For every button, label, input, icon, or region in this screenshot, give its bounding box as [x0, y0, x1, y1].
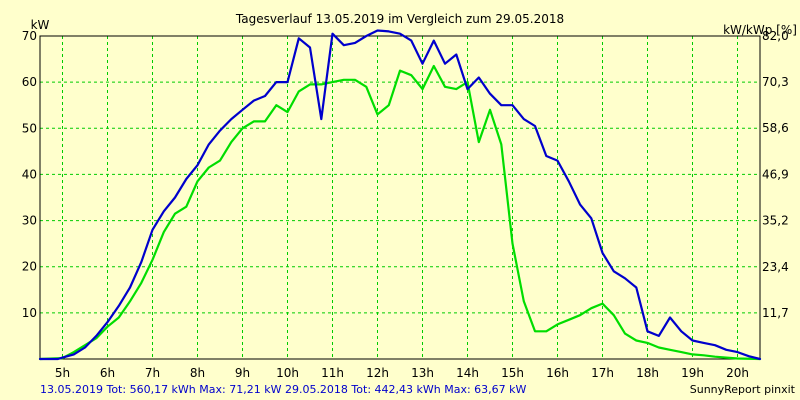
x-tick-16h: 16h [546, 366, 569, 380]
series-line-29.05.2018 [38, 64, 762, 361]
footer-brand: SunnyReport pinxit [690, 383, 796, 396]
x-tick-7h: 7h [145, 366, 160, 380]
x-tick-12h: 12h [366, 366, 389, 380]
x-tick-14h: 14h [456, 366, 479, 380]
y-tick-right-70,3: 70,3 [762, 75, 789, 89]
y-tick-left-40: 40 [22, 167, 37, 181]
y-tick-left-50: 50 [22, 121, 37, 135]
left-axis-label: kW [31, 18, 50, 32]
x-tick-20h: 20h [726, 366, 749, 380]
y-tick-right-35,2: 35,2 [762, 213, 789, 227]
y-tick-left-70: 70 [22, 29, 37, 43]
x-tick-11h: 11h [321, 366, 344, 380]
y-tick-right-46,9: 46,9 [762, 167, 789, 181]
y-tick-left-20: 20 [22, 260, 37, 274]
x-tick-9h: 9h [235, 366, 250, 380]
plot-frame [39, 35, 761, 360]
series-lines [38, 29, 762, 361]
y-tick-left-60: 60 [22, 75, 37, 89]
y-tick-right-58,6: 58,6 [762, 121, 789, 135]
grid [40, 35, 760, 359]
y-tick-left-30: 30 [22, 214, 37, 228]
x-tick-8h: 8h [190, 366, 205, 380]
axis-ticks: 10 20 30 40 50 60 70 11,7 23,4 35,2 46,9 58,6 70,3 82… [22, 29, 789, 380]
x-tick-18h: 18h [636, 366, 659, 380]
footer-summary: 13.05.2019 Tot: 560,17 kWh Max: 71,21 kW… [40, 383, 527, 396]
x-tick-19h: 19h [681, 366, 704, 380]
x-tick-5h: 5h [55, 366, 70, 380]
x-tick-15h: 15h [501, 366, 524, 380]
x-tick-13h: 13h [411, 366, 434, 380]
chart-title: Tagesverlauf 13.05.2019 im Vergleich zum… [235, 12, 564, 26]
x-tick-17h: 17h [591, 366, 614, 380]
series-line-13.05.2019 [38, 29, 762, 361]
y-tick-right-82,0: 82,0 [762, 29, 789, 43]
right-axis-label: kW/kWp [%] [723, 23, 797, 37]
x-tick-6h: 6h [100, 366, 115, 380]
x-tick-10h: 10h [276, 366, 299, 380]
y-tick-right-23,4: 23,4 [762, 260, 789, 274]
y-tick-left-10: 10 [22, 306, 37, 320]
y-tick-right-11,7: 11,7 [762, 306, 789, 320]
